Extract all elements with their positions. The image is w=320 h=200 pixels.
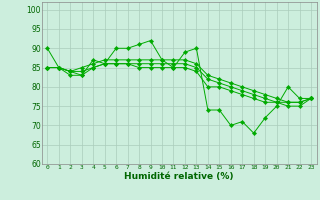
X-axis label: Humidité relative (%): Humidité relative (%) xyxy=(124,172,234,181)
